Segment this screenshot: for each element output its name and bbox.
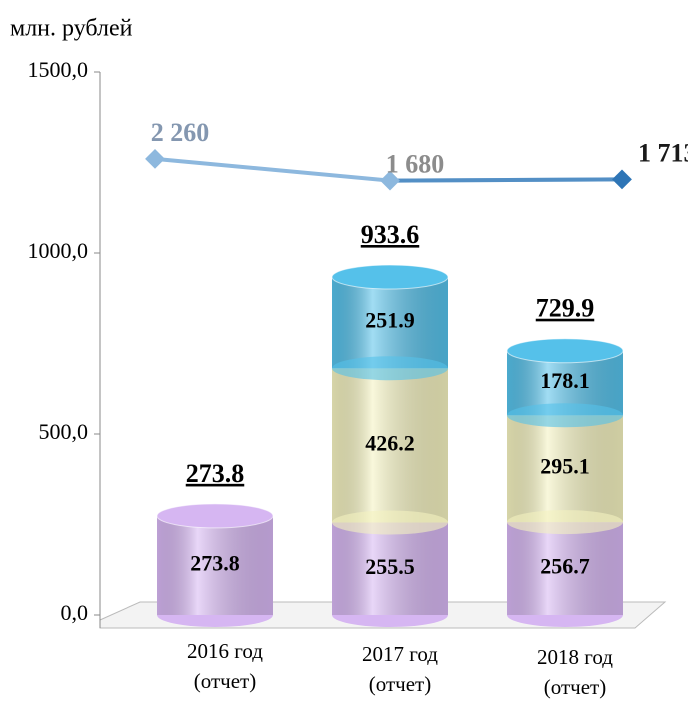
bar-shine	[157, 515, 273, 615]
line-end	[389, 177, 623, 183]
bar-shine	[332, 522, 448, 615]
cylinder-top	[156, 503, 274, 529]
y-tick-label: 1500,0	[28, 57, 89, 82]
segment-base	[507, 510, 623, 535]
segment-base	[507, 403, 623, 428]
data-label: 295.1	[540, 454, 590, 479]
data-label: 178.1	[540, 368, 590, 393]
x-tick-label: 2018 год (отчет)	[537, 645, 613, 699]
data-label: 255.5	[365, 554, 415, 579]
x-tick-label: 2017 год (отчет)	[362, 642, 438, 696]
data-label: 251.9	[365, 308, 415, 333]
total-label: 273.8	[186, 459, 245, 488]
line-label: 1 680	[386, 150, 445, 179]
y-tick-label: 0,0	[61, 600, 89, 625]
total-label: 933.6	[361, 220, 420, 249]
cylinder-top	[506, 338, 624, 364]
segment-base	[332, 510, 448, 535]
bar-shine	[332, 368, 448, 523]
data-label: 256.7	[540, 554, 590, 579]
line-label: 2 260	[151, 118, 210, 147]
y-tick-label: 1000,0	[28, 238, 89, 263]
x-tick-label: 2016 год (отчет)	[187, 639, 263, 693]
line-label: 1 713	[638, 138, 688, 167]
bar-shine	[507, 415, 623, 523]
bar-shine	[332, 277, 448, 369]
bar-shine	[507, 522, 623, 615]
cylinder-top	[331, 264, 449, 290]
line-marker	[380, 170, 400, 191]
data-label: 273.8	[190, 550, 240, 575]
total-label: 729.9	[536, 294, 595, 323]
y-tick-label: 500,0	[39, 419, 89, 444]
line-marker	[612, 169, 632, 190]
line-marker	[145, 148, 165, 169]
y-axis-label: млн. рублей	[10, 16, 133, 42]
segment-base	[332, 356, 448, 381]
data-label: 426.2	[365, 430, 415, 455]
